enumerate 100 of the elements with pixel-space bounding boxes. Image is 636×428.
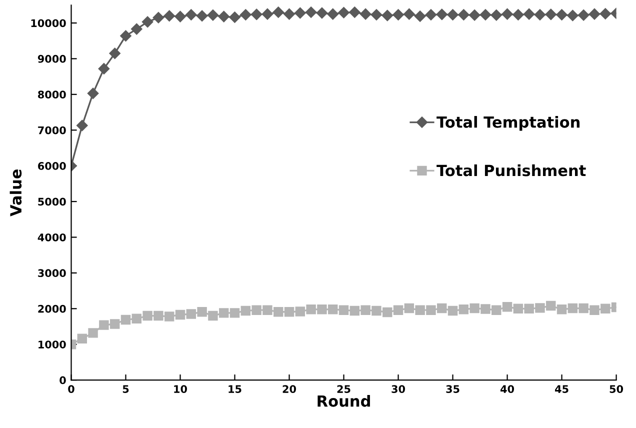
x-axis-title: Round [318,395,370,407]
y-tick-label: 2000 [38,304,66,313]
point [317,304,327,314]
point [600,304,610,314]
point [437,303,447,314]
point [229,12,240,23]
point [294,7,306,19]
point [404,8,415,20]
point [338,7,350,18]
point [272,6,284,18]
point [240,306,251,316]
point [142,16,154,28]
point [458,9,470,20]
x-tick-label: 40 [500,385,514,393]
x-tick-label: 50 [610,385,624,393]
legend-label: Total Temptation [436,116,580,131]
point [77,334,87,344]
point [218,10,230,22]
x-tick-label: 5 [122,385,129,393]
point [230,308,240,318]
point [578,303,588,314]
point [240,9,252,20]
point [262,305,272,315]
point [186,9,197,20]
point [284,307,294,317]
point [207,10,219,21]
x-tick-label: 45 [555,385,568,393]
point [196,10,208,22]
point [88,328,98,338]
x-tick-label: 20 [282,385,296,393]
point [414,10,426,22]
point [197,307,207,317]
point [468,10,480,21]
point [535,303,545,313]
point [305,6,317,18]
point [252,305,262,315]
point [545,8,556,20]
point [349,6,360,18]
point [567,10,578,22]
point [131,23,142,35]
y-tick-label: 9000 [38,54,66,63]
point [306,304,316,314]
point [186,309,196,319]
point [284,8,295,20]
point [404,303,414,314]
legend-label: Total Punishment [436,164,586,176]
point [350,306,360,316]
point [109,48,120,59]
point [502,8,513,20]
point [588,8,600,20]
x-tick-label: 0 [68,385,74,393]
y-tick-label: 7000 [38,126,66,134]
point [382,10,393,22]
point [262,8,274,20]
point [120,30,132,42]
point [174,10,186,22]
point [208,310,218,321]
point [392,9,404,20]
point [120,314,131,325]
point [164,10,175,22]
x-tick-label: 10 [174,385,187,393]
x-tick-label: 25 [337,385,350,393]
point [360,305,370,315]
point [447,9,458,20]
y-tick-label: 5000 [38,198,66,206]
point [512,9,524,20]
point [110,319,120,329]
y-axis-title: Value [10,169,22,216]
point [327,8,338,20]
point [175,310,186,320]
y-tick-label: 10000 [31,19,66,28]
point [600,8,611,20]
point [98,63,110,74]
point [273,307,284,317]
x-tick-label: 35 [446,385,460,393]
point [426,305,436,315]
point [328,304,338,314]
point [218,308,229,318]
y-tick-label: 1000 [38,340,66,348]
point [164,312,174,322]
point [372,306,382,316]
point [415,305,425,315]
point [370,9,382,20]
point [492,305,502,315]
y-tick-label: 4000 [38,233,66,242]
point [523,8,535,20]
point [154,310,164,321]
point [546,300,556,311]
point [480,9,492,20]
point [87,88,99,99]
point [556,304,567,314]
point [152,12,164,24]
y-tick-label: 6000 [38,162,66,170]
y-tick-label: 8000 [38,90,66,99]
point [556,9,568,20]
point [448,306,458,316]
point [76,120,88,132]
point [480,304,490,314]
point [250,8,262,20]
point [524,304,534,314]
